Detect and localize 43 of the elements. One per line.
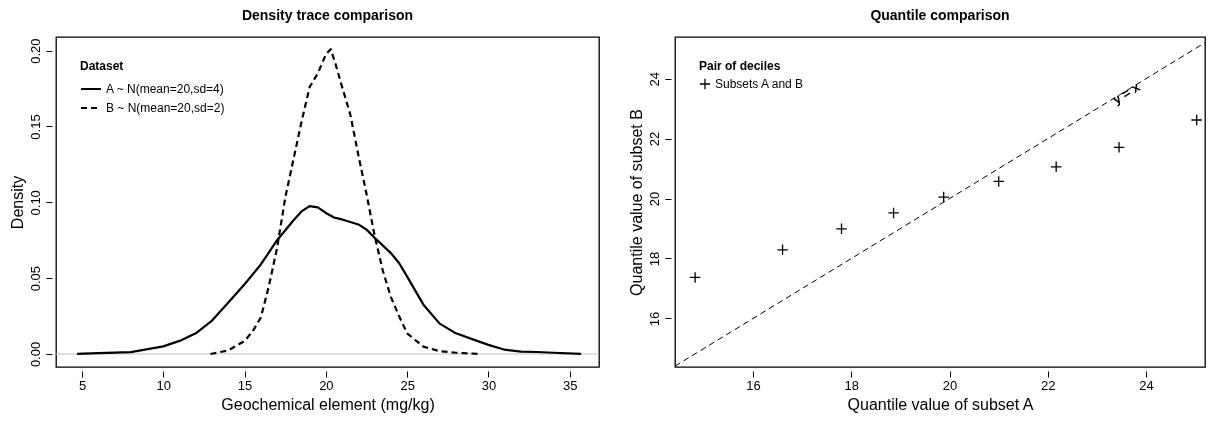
point xyxy=(1113,141,1125,154)
point xyxy=(1050,160,1063,173)
legend-label: A ~ N(mean=20,sd=4) xyxy=(106,82,224,96)
point xyxy=(776,243,789,256)
x-tick-label: 10 xyxy=(156,377,172,393)
x-tick-label: 18 xyxy=(844,377,860,393)
legend-label: Subsets A and B xyxy=(715,77,804,91)
x-tick-label: 25 xyxy=(400,377,415,393)
x-tick-label: 15 xyxy=(237,377,253,393)
y-tick-label: 16 xyxy=(646,311,662,327)
y-tick-label: 0.10 xyxy=(27,190,43,216)
point xyxy=(992,175,1005,188)
x-tick-label: 20 xyxy=(942,377,958,393)
x-tick-label: 5 xyxy=(78,377,87,393)
y-tick-label: 22 xyxy=(646,131,662,147)
y-axis-title: Density xyxy=(8,175,26,230)
y-tick-label: 0.05 xyxy=(27,265,43,292)
x-tick-label: 16 xyxy=(746,377,761,393)
x-tick-label: 35 xyxy=(563,377,578,393)
chart-title: Density trace comparison xyxy=(241,7,414,23)
y-tick-label: 0.15 xyxy=(27,114,43,140)
legend-title: Pair of deciles xyxy=(699,59,781,73)
x-tick-label: 30 xyxy=(481,377,497,393)
point xyxy=(689,271,702,284)
legend-title: Dataset xyxy=(80,59,124,73)
x-axis-title: Quantile value of subset A xyxy=(847,395,1034,413)
point xyxy=(1190,114,1203,126)
point xyxy=(937,191,950,203)
point xyxy=(835,222,848,235)
chart-title: Quantile comparison xyxy=(870,7,1010,23)
legend-label: B ~ N(mean=20,sd=2) xyxy=(106,101,225,115)
point xyxy=(887,207,900,219)
y-tick-label: 20 xyxy=(646,191,662,207)
annotation: y = x xyxy=(1109,78,1144,108)
x-tick-label: 24 xyxy=(1139,377,1154,393)
y-tick-label: 18 xyxy=(646,251,662,267)
y-tick-label: 0.00 xyxy=(27,341,43,368)
y-axis-title: Quantile value of subset B xyxy=(627,109,645,296)
y-tick-label: 24 xyxy=(646,71,662,87)
x-axis-title: Geochemical element (mg/kg) xyxy=(221,395,435,413)
x-tick-label: 20 xyxy=(319,377,334,393)
x-tick-label: 22 xyxy=(1041,377,1056,393)
y-tick-label: 0.20 xyxy=(27,38,43,64)
